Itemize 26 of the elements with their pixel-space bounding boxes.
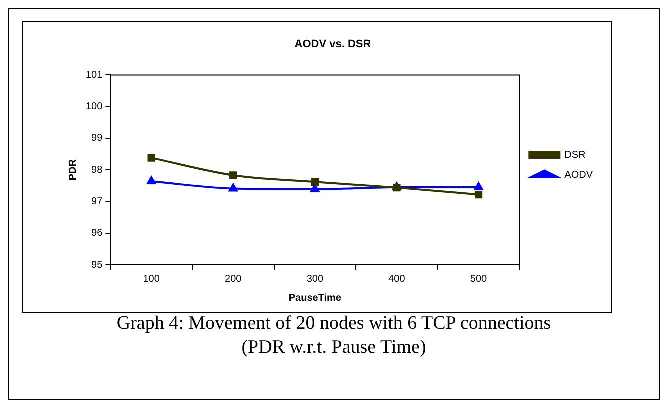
- point: [230, 172, 238, 180]
- x-tick-label: 400: [388, 274, 406, 285]
- point: [228, 184, 238, 192]
- point: [474, 182, 484, 190]
- x-tick-label: 500: [470, 274, 488, 285]
- x-tick-label: 300: [306, 274, 324, 285]
- point: [474, 190, 483, 199]
- point: [147, 176, 156, 184]
- y-tick-label: 97: [92, 196, 104, 208]
- y-axis-title: PDR: [68, 158, 79, 181]
- y-tick-label: 101: [86, 70, 104, 81]
- chart-title: AODV vs. DSR: [294, 38, 372, 51]
- legend-label: AODV: [564, 170, 594, 181]
- y-tick-label: 99: [92, 133, 104, 144]
- x-tick-label: 100: [143, 274, 160, 285]
- y-tick-label: 98: [92, 164, 104, 176]
- point: [148, 154, 156, 162]
- point: [311, 178, 319, 186]
- y-tick-label: 96: [92, 228, 104, 240]
- legend-label: DSR: [564, 150, 586, 161]
- x-tick-label: 200: [225, 274, 242, 285]
- x-axis-title: PauseTime: [288, 292, 342, 304]
- text: (PDR w.r.t. Pause Time): [240, 336, 428, 360]
- caption: Graph 4: Movement of 20 nodes with 6 TCP connections: [116, 312, 552, 336]
- y-tick-label: 95: [92, 260, 104, 271]
- y-tick-label: 100: [86, 102, 104, 113]
